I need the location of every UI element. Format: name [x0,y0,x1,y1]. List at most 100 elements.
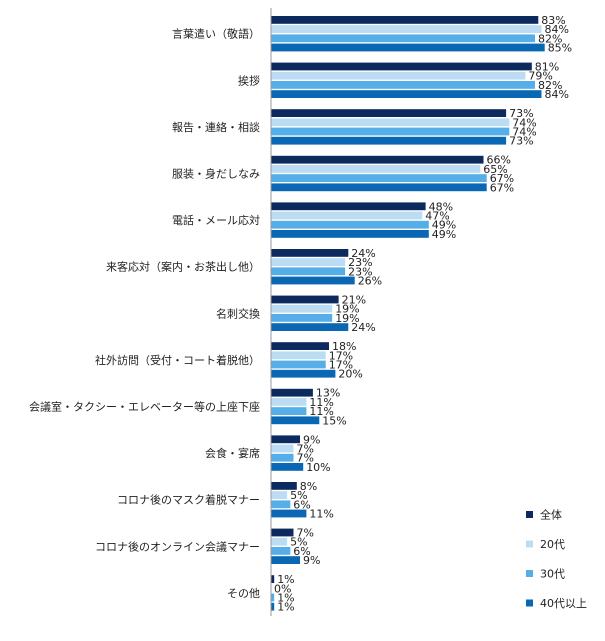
bar [271,155,484,164]
data-label: 67% [490,181,514,194]
bar [271,556,300,564]
data-label: 18% [332,340,356,353]
data-label: 84% [545,88,569,101]
data-label: 65% [483,163,507,176]
bar [271,491,288,499]
category-label: その他 [227,587,260,600]
bar [271,174,487,182]
data-label: 11% [309,405,333,418]
legend-item: 30代 [526,568,565,581]
bar [271,547,291,555]
bar [271,416,320,425]
bar [271,398,307,406]
bar [271,118,510,127]
bar [271,211,423,220]
bar [271,528,294,537]
category-label: 会議室・タクシー・エレベーター等の上座下座 [29,400,260,414]
bar [271,127,510,136]
bar [271,34,535,43]
category-label: 言葉遣い（敬語） [172,27,260,41]
data-label: 81% [535,61,559,74]
bar [271,16,539,24]
bar [271,249,349,257]
bar [271,369,336,378]
legend-item: 20代 [526,538,565,551]
category-group: 24%23%23%26%来客応対（案内・お茶出し他） [106,247,382,288]
bar [271,500,291,509]
bar [271,444,294,453]
category-label: 名刺交換 [216,306,260,320]
bar [271,314,333,322]
category-label: 会食・宴席 [205,446,260,460]
data-label: 19% [335,312,359,325]
bar [271,351,326,360]
data-label: 24% [351,321,375,334]
data-label: 11% [309,508,333,521]
data-label: 84% [545,23,569,36]
category-label: 電話・メール応対 [172,213,260,227]
category-group: 21%19%19%24%名刺交換 [216,294,376,335]
data-label: 7% [297,527,314,540]
bar [271,230,429,238]
bar [271,575,275,583]
legend-item: 40代以上 [526,597,587,610]
data-label: 17% [329,349,353,362]
bar [271,90,542,98]
bar [271,295,339,304]
bar [271,509,307,518]
legend-item: 全体 [526,508,562,522]
category-label: 服装・身だしなみ [172,167,260,181]
data-label: 5% [290,536,307,549]
category-group: 9%7%7%10%会食・宴席 [205,433,331,474]
bar [271,482,297,490]
legend-label: 全体 [540,508,562,522]
data-label: 82% [538,79,562,92]
data-label: 9% [303,554,320,567]
bar [271,43,545,52]
legend-swatch [526,511,533,518]
legend-swatch [526,570,533,577]
data-label: 10% [306,461,330,474]
bar [271,136,507,145]
category-label: コロナ後のオンライン会議マナー [95,539,260,553]
data-label: 49% [432,228,456,241]
data-label: 1% [277,601,294,614]
bar [271,388,313,397]
legend-label: 40代以上 [540,597,587,610]
bar [271,593,275,602]
legend: 全体 20代 30代 40代以上 [526,508,587,610]
data-label: 1% [277,592,294,605]
data-label: 21% [342,294,366,307]
bar [271,342,329,350]
bar [271,202,426,211]
legend-swatch [526,540,533,548]
category-group: 48%47%49%49%電話・メール応対 [172,200,456,241]
data-label: 24% [351,247,375,260]
data-label: 73% [509,107,533,120]
bar [271,25,542,33]
category-label: 来客応対（案内・お茶出し他） [106,260,260,274]
category-group: 66%65%67%67%服装・身だしなみ [172,154,514,195]
data-label: 26% [358,275,382,288]
data-label: 17% [329,359,353,372]
data-label: 0% [274,582,291,595]
data-label: 6% [293,545,310,558]
data-label: 5% [290,489,307,502]
data-label: 79% [528,70,552,83]
data-label: 19% [335,303,359,316]
category-group: 18%17%17%20%社外訪問（受付・コート着脱他） [95,340,363,381]
data-label: 85% [548,42,572,55]
bar [271,71,526,80]
bar [271,62,532,71]
data-label: 13% [316,387,340,400]
legend-label: 30代 [540,568,565,581]
category-group: 8%5%6%11% コロナ後のマスク着脱マナー [117,480,334,521]
data-label: 48% [429,200,453,213]
category-label: 報告・連絡・相談 [172,120,260,134]
data-label: 74% [512,126,536,139]
data-label: 73% [509,135,533,148]
bar [271,537,288,546]
bar [271,602,275,611]
data-label: 20% [338,368,362,381]
data-label: 74% [512,116,536,129]
